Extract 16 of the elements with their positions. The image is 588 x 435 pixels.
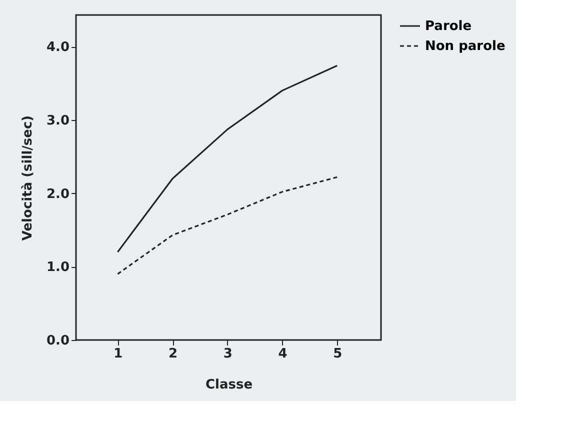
x-tick-label: 5 — [333, 346, 342, 362]
legend-label: Parole — [425, 19, 472, 34]
y-tick-label: 4.0 — [46, 40, 70, 56]
x-tick-label: 1 — [114, 346, 123, 362]
legend-label: Non parole — [425, 39, 506, 54]
y-tick-label: 1.0 — [46, 260, 70, 276]
line-series — [116, 176, 338, 275]
y-tick-label: 2.0 — [46, 186, 70, 202]
y-tick-label: 3.0 — [46, 113, 70, 128]
x-axis-title: Classe — [205, 378, 253, 392]
y-axis-title: Velocità (sill/sec) — [20, 115, 36, 241]
x-tick-label: 3 — [223, 346, 232, 362]
x-tick-label: 2 — [168, 346, 178, 362]
y-tick-label: 0.0 — [46, 334, 70, 348]
line-series — [116, 64, 338, 253]
x-tick-label: 4 — [278, 346, 288, 362]
